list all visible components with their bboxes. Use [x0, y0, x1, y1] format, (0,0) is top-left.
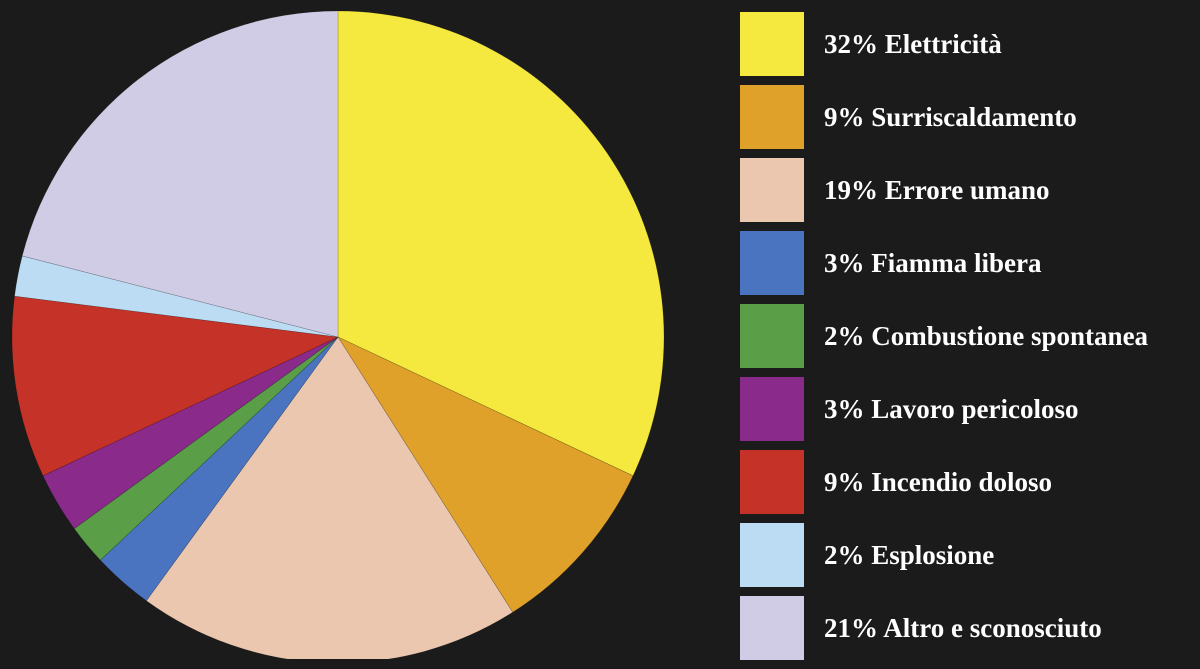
legend-item: 19% Errore umano [740, 158, 1200, 222]
pie-slice [73, 336, 339, 561]
legend-item: 2% Esplosione [740, 523, 1200, 587]
pie-slice [337, 10, 665, 477]
legend-item: 32% Elettricità [740, 12, 1200, 76]
legend-swatch [740, 450, 804, 514]
legend-label: 21% Altro e sconosciuto [824, 613, 1102, 643]
legend-label: 9% Incendio doloso [824, 467, 1053, 497]
legend-swatch [740, 231, 804, 295]
legend-label: 2% Combustione spontanea [824, 321, 1149, 351]
legend-item: 9% Incendio doloso [740, 450, 1200, 514]
pie-slice [42, 336, 339, 530]
legend-swatch [740, 158, 804, 222]
pie-slice [11, 295, 340, 477]
legend-swatch [740, 304, 804, 368]
pie-slice [99, 336, 339, 602]
pie-slice [337, 336, 634, 613]
pie-slice [21, 10, 339, 338]
legend-swatch [740, 12, 804, 76]
legend-swatch [740, 523, 804, 587]
legend-item: 2% Combustione spontanea [740, 304, 1200, 368]
legend-swatch [740, 85, 804, 149]
legend-label: 9% Surriscaldamento [824, 102, 1077, 132]
pie-slice [14, 255, 339, 338]
legend-label: 19% Errore umano [824, 175, 1050, 205]
pie-slice [145, 336, 514, 659]
legend-item: 3% Fiamma libera [740, 231, 1200, 295]
legend: 32% Elettricità 9% Surriscaldamento 19% … [740, 12, 1200, 669]
legend-swatch [740, 596, 804, 660]
legend-label: 3% Lavoro pericoloso [824, 394, 1079, 424]
legend-label: 2% Esplosione [824, 540, 995, 570]
legend-swatch [740, 377, 804, 441]
legend-label: 32% Elettricità [824, 29, 1002, 59]
legend-label: 3% Fiamma libera [824, 248, 1042, 278]
pie-chart [11, 10, 665, 659]
legend-item: 21% Altro e sconosciuto [740, 596, 1200, 660]
legend-item: 3% Lavoro pericoloso [740, 377, 1200, 441]
legend-item: 9% Surriscaldamento [740, 85, 1200, 149]
